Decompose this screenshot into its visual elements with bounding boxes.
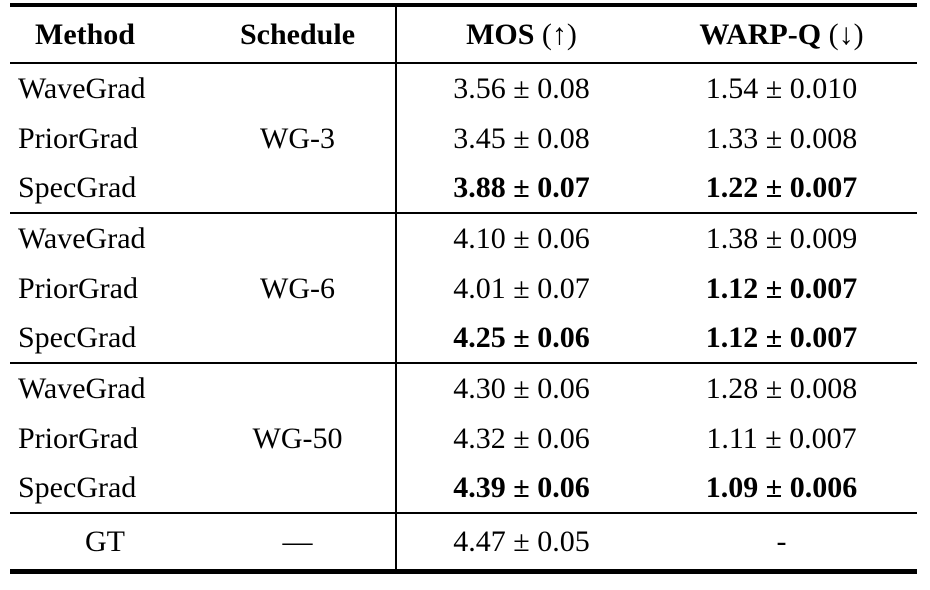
group-wg3: WaveGrad WG-3 3.56 ± 0.08 1.54 ± 0.010 P… [10,63,917,213]
mos-cell: 4.25 ± 0.06 [395,313,646,363]
warpq-cell: 1.11 ± 0.007 [706,421,857,455]
mos-cell: 4.01 ± 0.07 [395,263,646,313]
results-table: Method Schedule MOS (↑) WARP-Q (↓) WaveG… [10,3,917,574]
mos-cell: 4.39 ± 0.06 [395,463,646,513]
header-method-label: Method [35,18,135,51]
method-cell: SpecGrad [18,321,137,354]
warpq-cell: 1.09 ± 0.006 [705,471,858,504]
schedule-cell: — [282,524,313,558]
table-row: PriorGrad 4.32 ± 0.06 1.11 ± 0.007 [10,413,917,463]
header-warpq-label: WARP-Q [699,18,822,51]
mos-cell: 4.10 ± 0.06 [395,213,646,263]
table-row: SpecGrad 4.39 ± 0.06 1.09 ± 0.006 [10,463,917,513]
method-cell: GT [85,524,125,558]
paper-table-container: Method Schedule MOS (↑) WARP-Q (↓) WaveG… [10,3,917,574]
table-row: SpecGrad 4.25 ± 0.06 1.12 ± 0.007 [10,313,917,363]
table-row: WaveGrad WG-3 3.56 ± 0.08 1.54 ± 0.010 [10,63,917,155]
schedule-cell: WG-3 [260,121,335,155]
warpq-cell: - [776,524,787,558]
method-cell: SpecGrad [18,171,137,204]
mos-cell: 3.88 ± 0.07 [395,163,646,213]
table-row: PriorGrad 4.01 ± 0.07 1.12 ± 0.007 [10,263,917,313]
header-mos-label: MOS [466,18,535,51]
up-arrow-icon: (↑) [541,18,577,51]
table-row: SpecGrad 3.88 ± 0.07 1.22 ± 0.007 [10,163,917,213]
group-wg6: WaveGrad WG-6 4.10 ± 0.06 1.38 ± 0.009 P… [10,213,917,363]
warpq-cell: 1.33 ± 0.008 [705,121,858,155]
mos-cell: 4.32 ± 0.06 [395,413,646,463]
warpq-cell: 1.12 ± 0.007 [705,321,858,354]
gt-row: GT — 4.47 ± 0.05 - [10,513,917,571]
mos-cell: 3.56 ± 0.08 [395,63,646,113]
mos-cell: 4.47 ± 0.05 [395,513,646,571]
warpq-cell: 1.38 ± 0.009 [705,222,858,255]
header-method: Method [10,5,200,63]
method-cell: WaveGrad [18,222,146,255]
table-row: WaveGrad WG-6 4.10 ± 0.06 1.38 ± 0.009 [10,213,917,305]
group-wg50: WaveGrad WG-50 4.30 ± 0.06 1.28 ± 0.008 … [10,363,917,513]
mos-cell: 4.30 ± 0.06 [395,363,646,413]
header-schedule-label: Schedule [239,18,356,51]
schedule-cell: WG-6 [260,271,335,305]
warpq-cell: 1.28 ± 0.008 [705,372,858,405]
header-row: Method Schedule MOS (↑) WARP-Q (↓) [10,5,917,63]
method-cell: SpecGrad [18,471,137,504]
table-row: WaveGrad WG-50 4.30 ± 0.06 1.28 ± 0.008 [10,363,917,455]
warpq-cell: 1.12 ± 0.007 [705,271,858,305]
schedule-cell: WG-50 [252,421,343,455]
mos-cell: 3.45 ± 0.08 [395,113,646,163]
header-schedule: Schedule [200,5,396,63]
down-arrow-icon: (↓) [828,18,864,51]
method-cell: PriorGrad [18,271,138,305]
group-gt: GT — 4.47 ± 0.05 - [10,513,917,571]
method-cell: PriorGrad [18,421,138,455]
warpq-cell: 1.22 ± 0.007 [705,171,858,204]
method-cell: PriorGrad [18,121,138,155]
warpq-cell: 1.54 ± 0.010 [705,72,858,105]
table-header: Method Schedule MOS (↑) WARP-Q (↓) [10,5,917,63]
method-cell: WaveGrad [18,72,146,105]
table-row: PriorGrad 3.45 ± 0.08 1.33 ± 0.008 [10,113,917,163]
header-mos: MOS (↑) [395,5,646,63]
header-warpq: WARP-Q (↓) [646,5,917,63]
method-cell: WaveGrad [18,372,146,405]
